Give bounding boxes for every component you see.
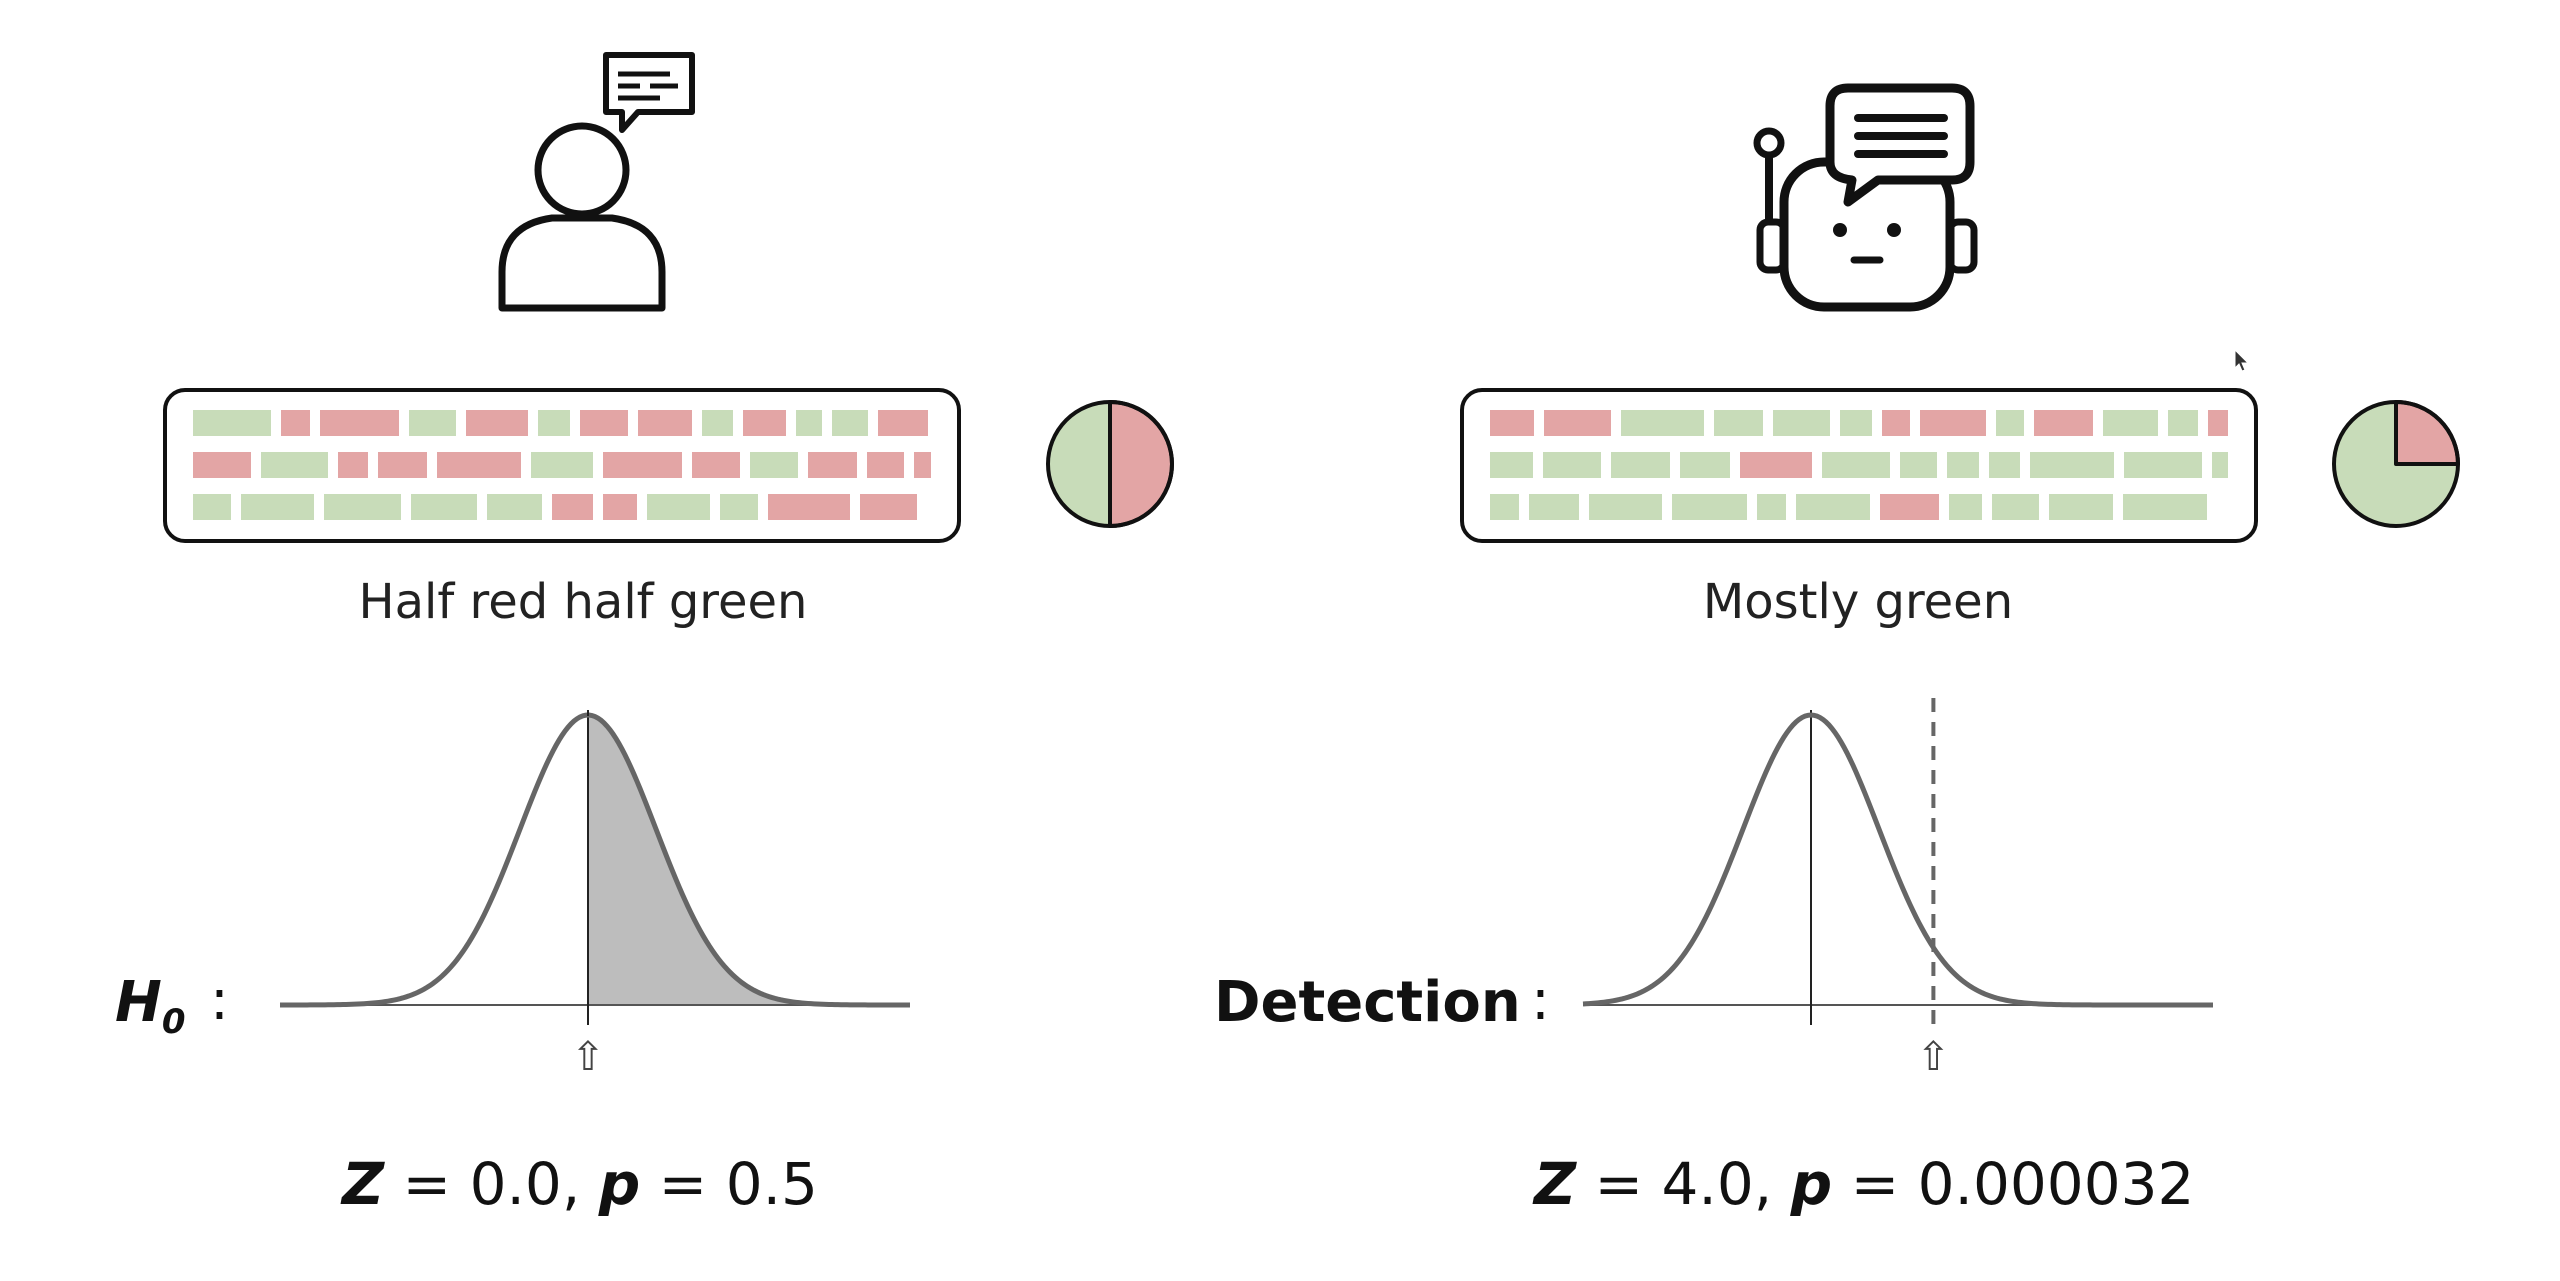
green-token [1589, 494, 1662, 520]
red-token [552, 494, 593, 520]
green-token [1714, 410, 1763, 436]
pie-red-slice [1108, 400, 1174, 528]
red-token [2034, 410, 2093, 436]
green-token [241, 494, 314, 520]
green-token [2103, 410, 2158, 436]
green-token [1529, 494, 1579, 520]
z-score-arrow-icon: ⇧ [571, 1034, 605, 1080]
green-token [750, 452, 798, 478]
red-token [1490, 410, 1534, 436]
green-token [1611, 452, 1670, 478]
green-token [2212, 452, 2228, 478]
pie-outline [1046, 400, 1174, 528]
density-curve [1582, 712, 2213, 1008]
red-token [743, 410, 786, 436]
green-token [702, 410, 733, 436]
p-value-shaded-area [588, 715, 910, 1005]
green-token [1757, 494, 1786, 520]
z-score-arrow-icon: ⇧ [1917, 1034, 1951, 1080]
green-token [193, 494, 231, 520]
h0-label: H0 [115, 970, 186, 1043]
green-token [1773, 410, 1830, 436]
green-token [531, 452, 593, 478]
green-token [1490, 494, 1519, 520]
green-token [193, 410, 271, 436]
red-token [638, 410, 692, 436]
green-token [1680, 452, 1730, 478]
green-token [1900, 452, 1937, 478]
green-token [1543, 452, 1601, 478]
green-token [1989, 452, 2020, 478]
red-token [1544, 410, 1611, 436]
density-curve [279, 712, 911, 1008]
green-token [832, 410, 868, 436]
green-token [2168, 410, 2198, 436]
red-token [808, 452, 857, 478]
green-token [1947, 452, 1979, 478]
green-token [647, 494, 710, 520]
detection-label: Detection [1214, 970, 1521, 1035]
green-token [261, 452, 328, 478]
green-token [1490, 452, 1533, 478]
red-token [692, 452, 740, 478]
red-token [878, 410, 928, 436]
green-token [409, 410, 456, 436]
red-token [914, 452, 931, 478]
green-token [1796, 494, 1870, 520]
green-token [324, 494, 401, 520]
green-token [1840, 410, 1872, 436]
red-token [378, 452, 427, 478]
green-token [1672, 494, 1747, 520]
green-token [2123, 494, 2207, 520]
red-token [603, 494, 637, 520]
red-token [437, 452, 521, 478]
green-token [2124, 452, 2202, 478]
red-token [193, 452, 251, 478]
z-p-statistic: Z = 4.0, p = 0.000032 [1534, 1150, 2195, 1218]
red-token [466, 410, 528, 436]
green-token [796, 410, 822, 436]
text-token-box [163, 388, 961, 543]
robot-speaking-icon [1753, 83, 1978, 312]
detection-distribution-curve: ⇧ [1582, 698, 2213, 1080]
red-token [1880, 494, 1939, 520]
red-token [320, 410, 399, 436]
red-green-ratio-pie [2332, 400, 2460, 528]
green-token [538, 410, 570, 436]
green-token [487, 494, 542, 520]
human-panel: Half red half green ⇧ H0 : Z = 0.0, p = … [115, 52, 1174, 1218]
red-token [1920, 410, 1986, 436]
h0-colon: : [210, 968, 229, 1033]
green-token [720, 494, 758, 520]
null-distribution-curve: ⇧ [279, 710, 911, 1080]
green-token [1822, 452, 1890, 478]
green-token [1621, 410, 1704, 436]
green-token [1996, 410, 2024, 436]
red-token [860, 494, 917, 520]
red-token [867, 452, 904, 478]
green-token [1992, 494, 2039, 520]
green-token [2030, 452, 2114, 478]
red-token [603, 452, 682, 478]
text-description: Mostly green [1702, 574, 2014, 630]
green-token [411, 494, 477, 520]
text-description: Half red half green [358, 574, 808, 630]
red-token [1882, 410, 1910, 436]
red-token [2208, 410, 2228, 436]
ai-panel: Mostly green ⇧ Detection : Z = 4.0, p = … [1214, 0, 2560, 1281]
red-green-ratio-pie [1046, 400, 1174, 528]
pie-outline [2332, 400, 2460, 528]
person-speaking-icon [498, 52, 695, 312]
red-token [1740, 452, 1812, 478]
mouse-cursor-icon [2234, 348, 2250, 372]
text-token-box [1460, 388, 2258, 543]
green-token [1949, 494, 1982, 520]
red-token [768, 494, 850, 520]
red-token [338, 452, 368, 478]
green-token [2049, 494, 2113, 520]
red-token [580, 410, 628, 436]
detection-colon: : [1531, 968, 1550, 1033]
z-p-statistic: Z = 0.0, p = 0.5 [342, 1150, 818, 1218]
red-token [281, 410, 310, 436]
